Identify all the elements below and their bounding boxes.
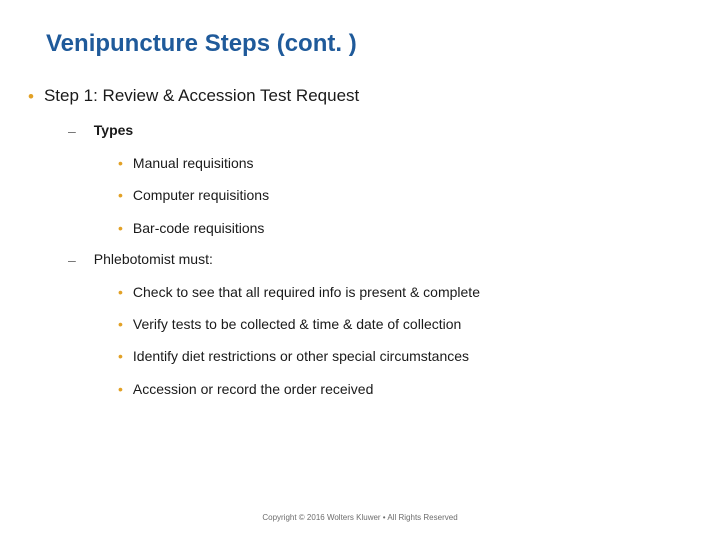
step-line: • Step 1: Review & Accession Test Reques… [28,86,680,108]
list-item: • Check to see that all required info is … [118,283,680,301]
list-item: • Verify tests to be collected & time & d… [118,315,680,333]
list-item-text: Identify diet restrictions or other spec… [133,347,469,365]
bullet-icon: • [118,347,123,365]
section-heading: – Phlebotomist must: [68,251,680,269]
bullet-icon: • [118,186,123,204]
slide-body: Venipuncture Steps (cont. ) • Step 1: Re… [0,0,720,432]
list-item: • Bar-code requisitions [118,219,680,237]
list-item: • Identify diet restrictions or other spe… [118,347,680,365]
list-item-text: Verify tests to be collected & time & da… [133,315,461,333]
bullet-icon: • [118,380,123,398]
section-heading: – Types [68,122,680,140]
bullet-icon: • [118,283,123,301]
list-item: • Accession or record the order received [118,380,680,398]
section-heading-text: Phlebotomist must: [94,251,213,267]
list-item-text: Manual requisitions [133,154,254,172]
list-item: • Computer requisitions [118,186,680,204]
list-item-text: Computer requisitions [133,186,269,204]
list-item: • Manual requisitions [118,154,680,172]
dash-icon: – [68,251,76,269]
dash-icon: – [68,122,76,140]
list-item-text: Bar-code requisitions [133,219,265,237]
copyright-footer: Copyright © 2016 Wolters Kluwer • All Ri… [0,513,720,522]
list-item-text: Accession or record the order received [133,380,373,398]
bullet-icon: • [28,86,34,108]
bullet-icon: • [118,219,123,237]
sections-container: – Types • Manual requisitions • Computer requ… [40,122,680,398]
slide-title: Venipuncture Steps (cont. ) [46,30,680,58]
bullet-icon: • [118,154,123,172]
step-text: Step 1: Review & Accession Test Request [44,86,359,106]
section-heading-text: Types [94,122,133,138]
list-item-text: Check to see that all required info is p… [133,283,480,301]
bullet-icon: • [118,315,123,333]
